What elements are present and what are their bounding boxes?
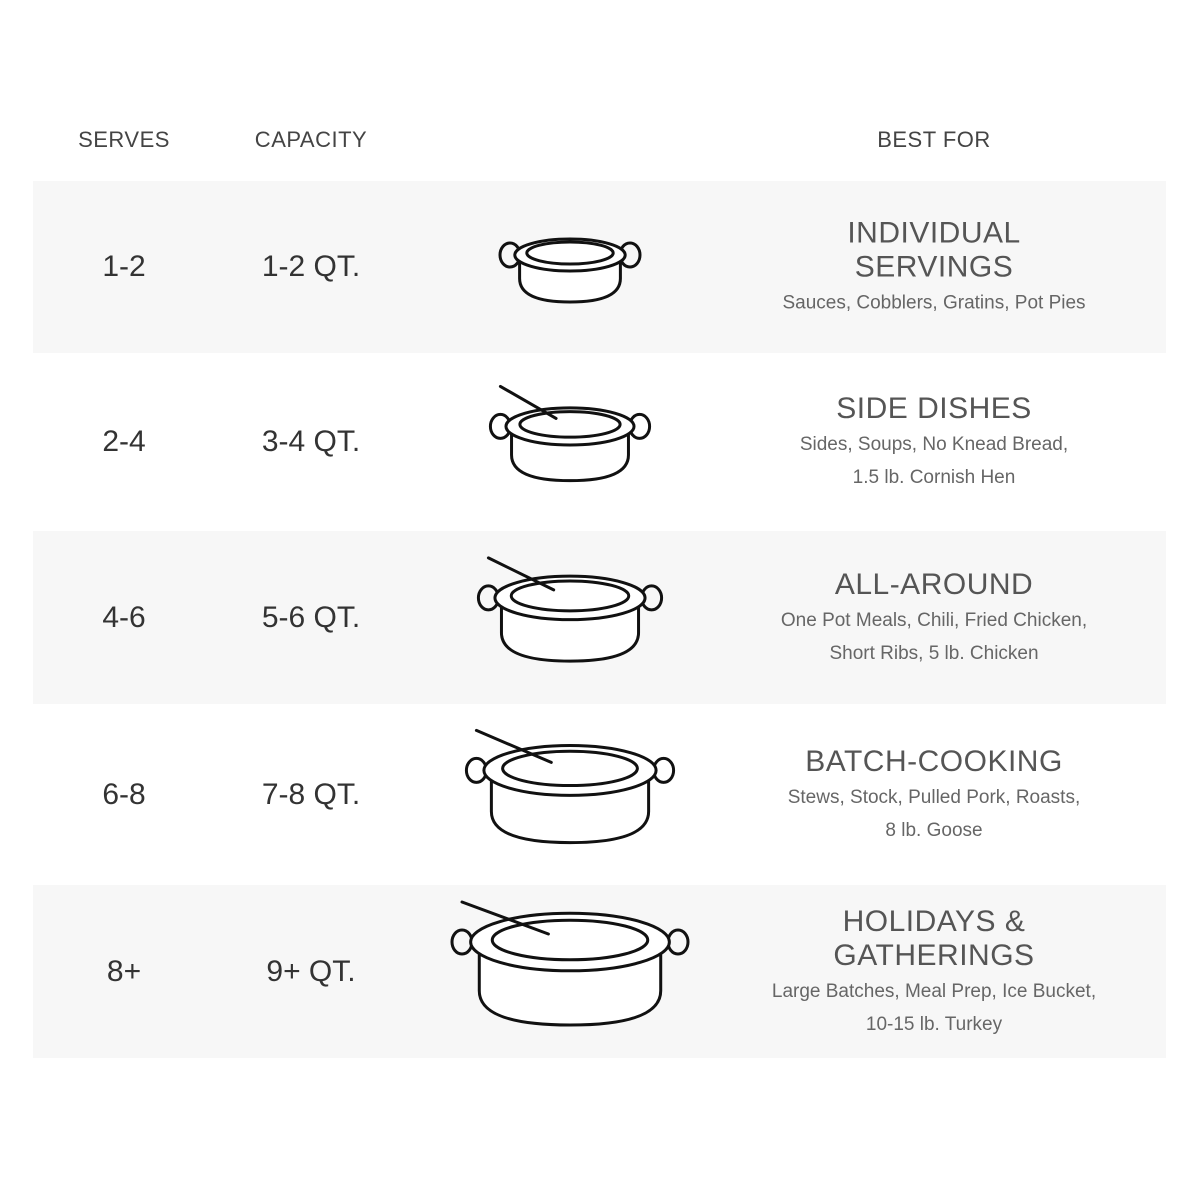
capacity-value: 7-8 QT. [261, 777, 361, 811]
best-for-title: HOLIDAYS & [842, 904, 1026, 938]
serves-value: 1-2 [102, 250, 146, 283]
table-row: 8+ 9+ QT. HOLIDAYS & GATHERINGS Large Batc… [33, 885, 1166, 1058]
best-for-description: One Pot Meals, Chili, Fried Chicken, [780, 609, 1088, 631]
serves-value: 2-4 [102, 425, 146, 458]
pot-with-roast-icon [456, 722, 683, 867]
best-for-title: ALL-AROUND [834, 567, 1034, 601]
best-for-description: Short Ribs, 5 lb. Chicken [829, 642, 1039, 664]
serves-value: 8+ [106, 954, 142, 988]
pot-with-pasta-and-spoon-icon [480, 378, 659, 505]
best-for-title: INDIVIDUAL [847, 216, 1021, 250]
best-for-title: SERVINGS [854, 250, 1014, 284]
header-serves: SERVES [78, 127, 170, 152]
table-row: 1-2 1-2 QT. INDIVIDUAL SERVINGS Sauces, Co… [33, 181, 1166, 353]
table-row: 2-4 3-4 QT. SIDE DISHES Sides, Soups, No … [33, 353, 1166, 531]
best-for-title: BATCH-COOKING [805, 744, 1063, 778]
best-for-description: Stews, Stock, Pulled Pork, Roasts, [787, 786, 1081, 808]
serves-value: 6-8 [102, 777, 146, 811]
best-for-description: 10-15 lb. Turkey [865, 1013, 1003, 1035]
best-for-cell: BATCH-COOKING Stews, Stock, Pulled Pork, … [734, 745, 1134, 845]
serves-value: 4-6 [102, 600, 146, 634]
header-best-for: BEST FOR [877, 127, 991, 152]
pot-pie-icon [490, 207, 650, 327]
capacity-value: 1-2 QT. [261, 250, 361, 283]
table-row: 4-6 5-6 QT. ALL-AROUND One Pot Meals, Chi… [33, 531, 1166, 704]
best-for-description: Large Batches, Meal Prep, Ice Bucket, [771, 980, 1097, 1002]
best-for-title: SIDE DISHES [836, 392, 1032, 425]
best-for-description: 1.5 lb. Cornish Hen [852, 467, 1016, 488]
pot-with-turkey-icon [442, 894, 698, 1050]
best-for-description: 8 lb. Goose [885, 819, 983, 841]
capacity-value: 5-6 QT. [261, 600, 361, 634]
best-for-description: Sauces, Cobblers, Gratins, Pot Pies [782, 292, 1086, 314]
header-capacity: CAPACITY [254, 127, 368, 152]
pot-with-chicken-and-tongs-icon [468, 549, 671, 685]
best-for-cell: ALL-AROUND One Pot Meals, Chili, Fried Ch… [734, 568, 1134, 668]
best-for-cell: HOLIDAYS & GATHERINGS Large Batches, Meal … [734, 905, 1134, 1039]
best-for-cell: SIDE DISHES Sides, Soups, No Knead Bread,… [734, 392, 1134, 492]
table-row: 6-8 7-8 QT. BATCH-COOKING Stews, Stock, P… [33, 704, 1166, 885]
best-for-description: Sides, Soups, No Knead Bread, [799, 434, 1069, 455]
capacity-value: 9+ QT. [266, 954, 356, 988]
best-for-cell: INDIVIDUAL SERVINGS Sauces, Cobblers, Grat… [734, 217, 1134, 318]
best-for-title: GATHERINGS [833, 938, 1035, 972]
capacity-value: 3-4 QT. [261, 425, 361, 458]
